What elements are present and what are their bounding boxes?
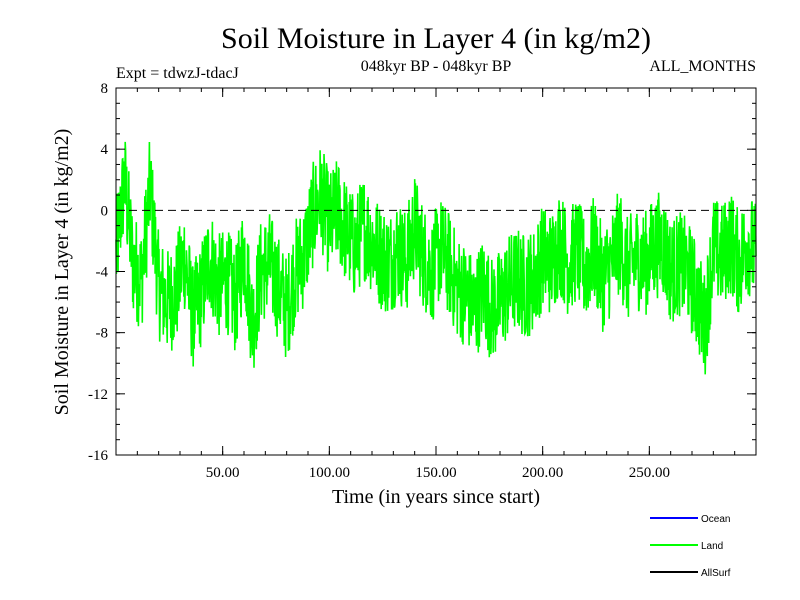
y-tick-label: 0 [101, 203, 109, 219]
chart-title: Soil Moisture in Layer 4 (in kg/m2) [221, 22, 651, 55]
x-tick-label: 50.00 [206, 465, 240, 481]
y-tick-label: -8 [96, 326, 109, 342]
y-tick-label: -12 [88, 387, 108, 403]
series-line-land [115, 141, 757, 375]
x-tick-label: 250.00 [629, 465, 670, 481]
y-tick-label: -4 [96, 265, 109, 281]
plot-area: 50.00 100.00 150.00 200.00 250.00 8 4 0 -4 -8 -12 -… [88, 81, 757, 481]
legend-label-ocean: Ocean [701, 514, 730, 525]
y-tick-label: 8 [101, 81, 109, 97]
x-tick-label: 150.00 [415, 465, 456, 481]
legend: Ocean Land AllSurf [650, 514, 731, 579]
y-tick-label: 4 [101, 142, 109, 158]
legend-label-allsurf: AllSurf [701, 568, 731, 579]
x-axis-label: Time (in years since start) [332, 486, 540, 508]
chart-subtitle-left: Expt = tdwzJ-tdacJ [116, 65, 239, 82]
legend-label-land: Land [701, 541, 723, 552]
chart-subtitle-center: 048kyr BP - 048kyr BP [361, 58, 512, 75]
x-tick-label: 100.00 [309, 465, 350, 481]
y-axis-label: Soil Moisture in Layer 4 (in kg/m2) [51, 129, 73, 416]
x-tick-label: 200.00 [522, 465, 563, 481]
chart-subtitle-right: ALL_MONTHS [649, 58, 756, 75]
y-tick-label: -16 [88, 448, 108, 464]
